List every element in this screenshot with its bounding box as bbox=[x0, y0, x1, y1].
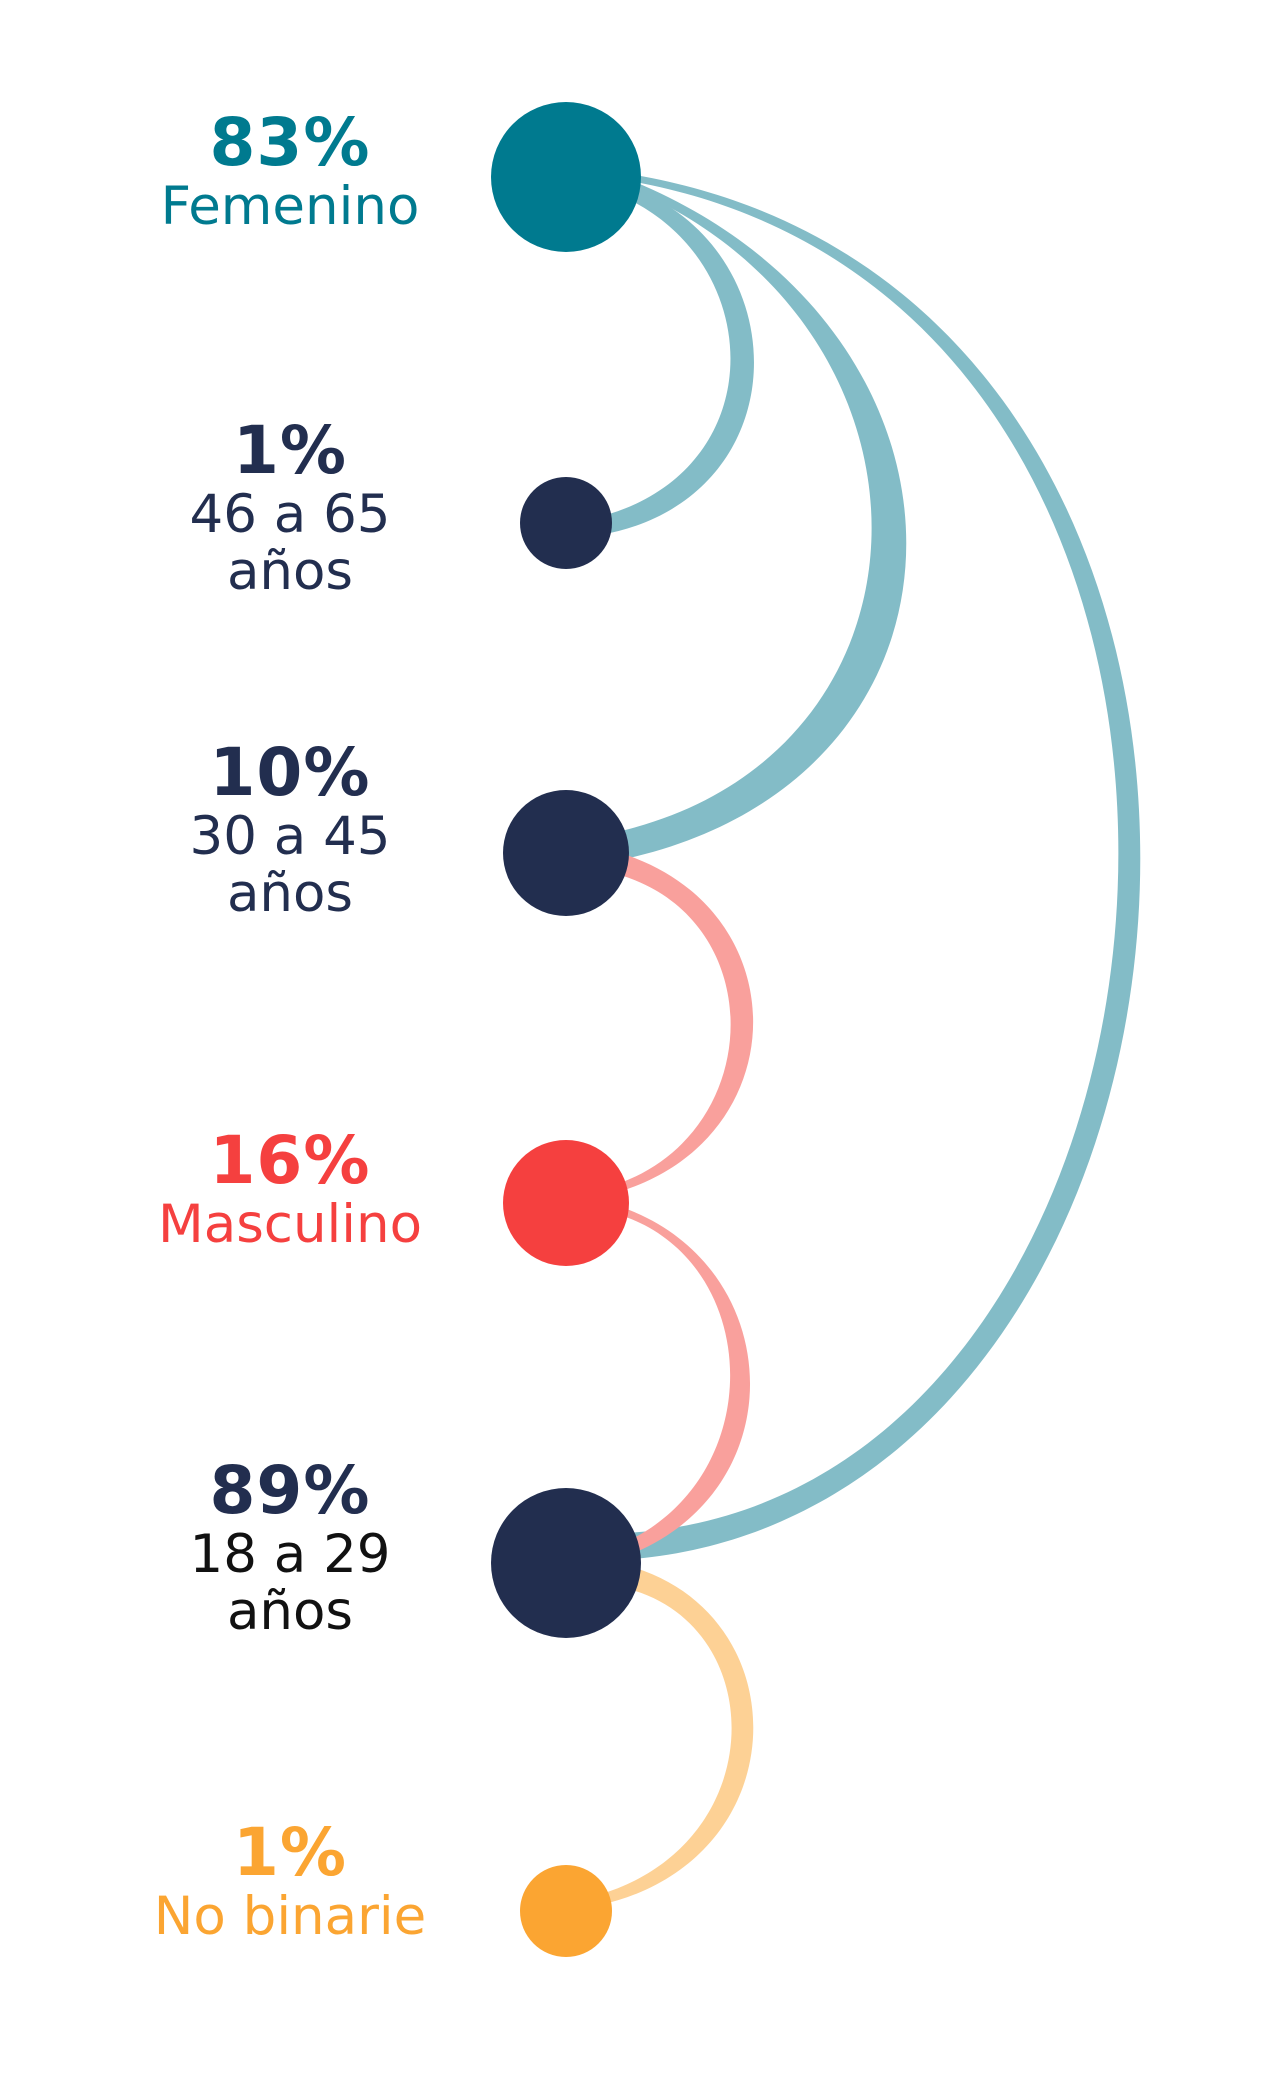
link-femenino-18-29 bbox=[620, 175, 1141, 1560]
link-masculino-30-45 bbox=[610, 850, 754, 1193]
femenino-label: Femenino bbox=[160, 176, 420, 237]
label-age-30-45: 10% 30 a 45 años bbox=[70, 734, 510, 924]
age-46-65-percent: 1% bbox=[232, 412, 348, 489]
age-18-29-label-line2: años bbox=[226, 1581, 354, 1642]
age-30-45-percent: 10% bbox=[209, 734, 371, 811]
link-masculino-18-29 bbox=[615, 1205, 751, 1560]
age-30-45-label-line2: años bbox=[226, 863, 354, 924]
label-masculino: 16% Masculino bbox=[70, 1122, 510, 1255]
no-binarie-label: No binarie bbox=[153, 1886, 427, 1947]
label-no-binarie: 1% No binarie bbox=[70, 1814, 510, 1947]
node-age-30-45 bbox=[503, 790, 629, 916]
node-no-binarie bbox=[520, 1865, 612, 1957]
age-46-65-label-line2: años bbox=[226, 541, 354, 602]
link-no-binarie-18-29 bbox=[598, 1565, 754, 1905]
node-femenino bbox=[491, 102, 641, 252]
node-age-46-65 bbox=[520, 477, 612, 569]
link-femenino-30-45 bbox=[612, 180, 907, 860]
label-age-18-29: 89% 18 a 29 años bbox=[70, 1452, 510, 1642]
node-masculino bbox=[503, 1140, 629, 1266]
masculino-label: Masculino bbox=[157, 1194, 423, 1255]
label-age-46-65: 1% 46 a 65 años bbox=[70, 412, 510, 602]
link-femenino-46-65 bbox=[590, 187, 754, 535]
age-18-29-label: 18 a 29 bbox=[189, 1524, 391, 1585]
masculino-percent: 16% bbox=[209, 1122, 371, 1199]
age-18-29-percent: 89% bbox=[209, 1452, 371, 1529]
age-46-65-label: 46 a 65 bbox=[189, 484, 391, 545]
femenino-percent: 83% bbox=[209, 104, 371, 181]
age-30-45-label: 30 a 45 bbox=[189, 806, 391, 867]
node-age-18-29 bbox=[491, 1488, 641, 1638]
no-binarie-percent: 1% bbox=[232, 1814, 348, 1891]
label-femenino: 83% Femenino bbox=[70, 104, 510, 237]
